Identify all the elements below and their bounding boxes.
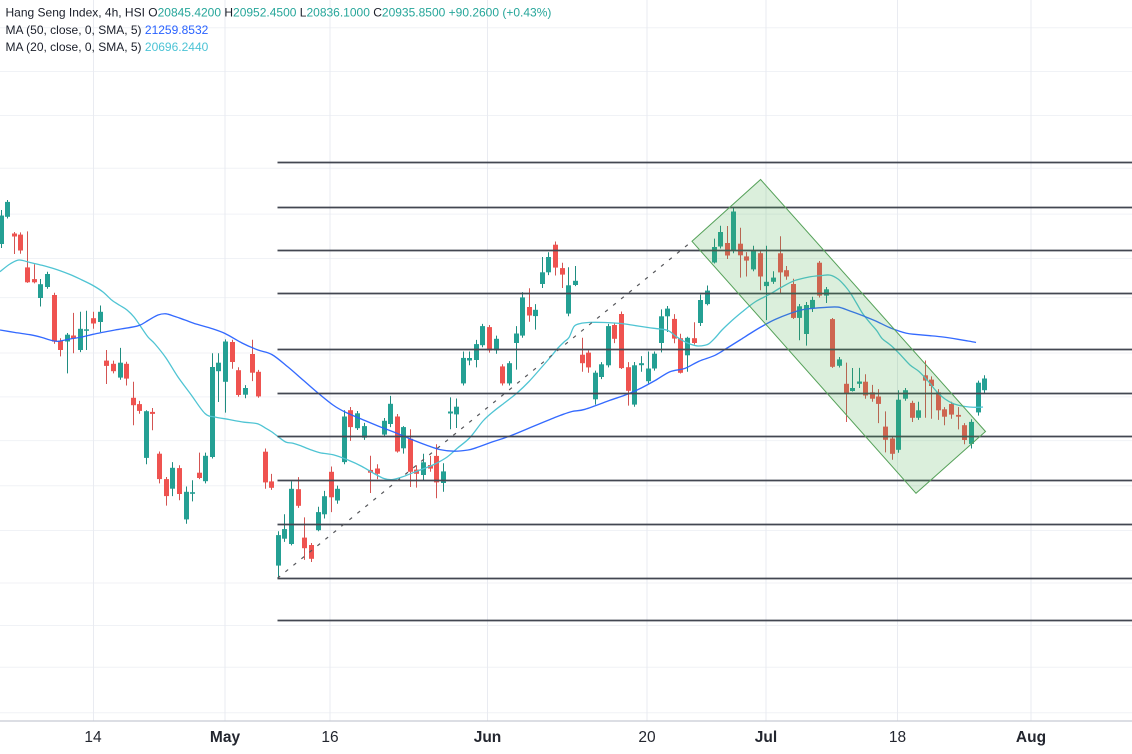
svg-text:Jul: Jul — [755, 729, 777, 746]
svg-text:18: 18 — [889, 729, 906, 746]
svg-text:May: May — [210, 729, 241, 746]
svg-text:MA (50, close, 0, SMA, 5) 2125: MA (50, close, 0, SMA, 5) 21259.8532 — [6, 23, 209, 37]
svg-text:Jun: Jun — [474, 729, 502, 746]
svg-text:Hang Seng Index, 4h, HSI O208: Hang Seng Index, 4h, HSI O20845.4200 H20… — [6, 6, 552, 20]
svg-text:Aug: Aug — [1016, 729, 1046, 746]
svg-text:14: 14 — [84, 729, 102, 746]
svg-text:20: 20 — [638, 729, 656, 746]
svg-text:MA (20, close, 0, SMA, 5) 2069: MA (20, close, 0, SMA, 5) 20696.2440 — [6, 40, 209, 54]
svg-text:16: 16 — [321, 729, 338, 746]
